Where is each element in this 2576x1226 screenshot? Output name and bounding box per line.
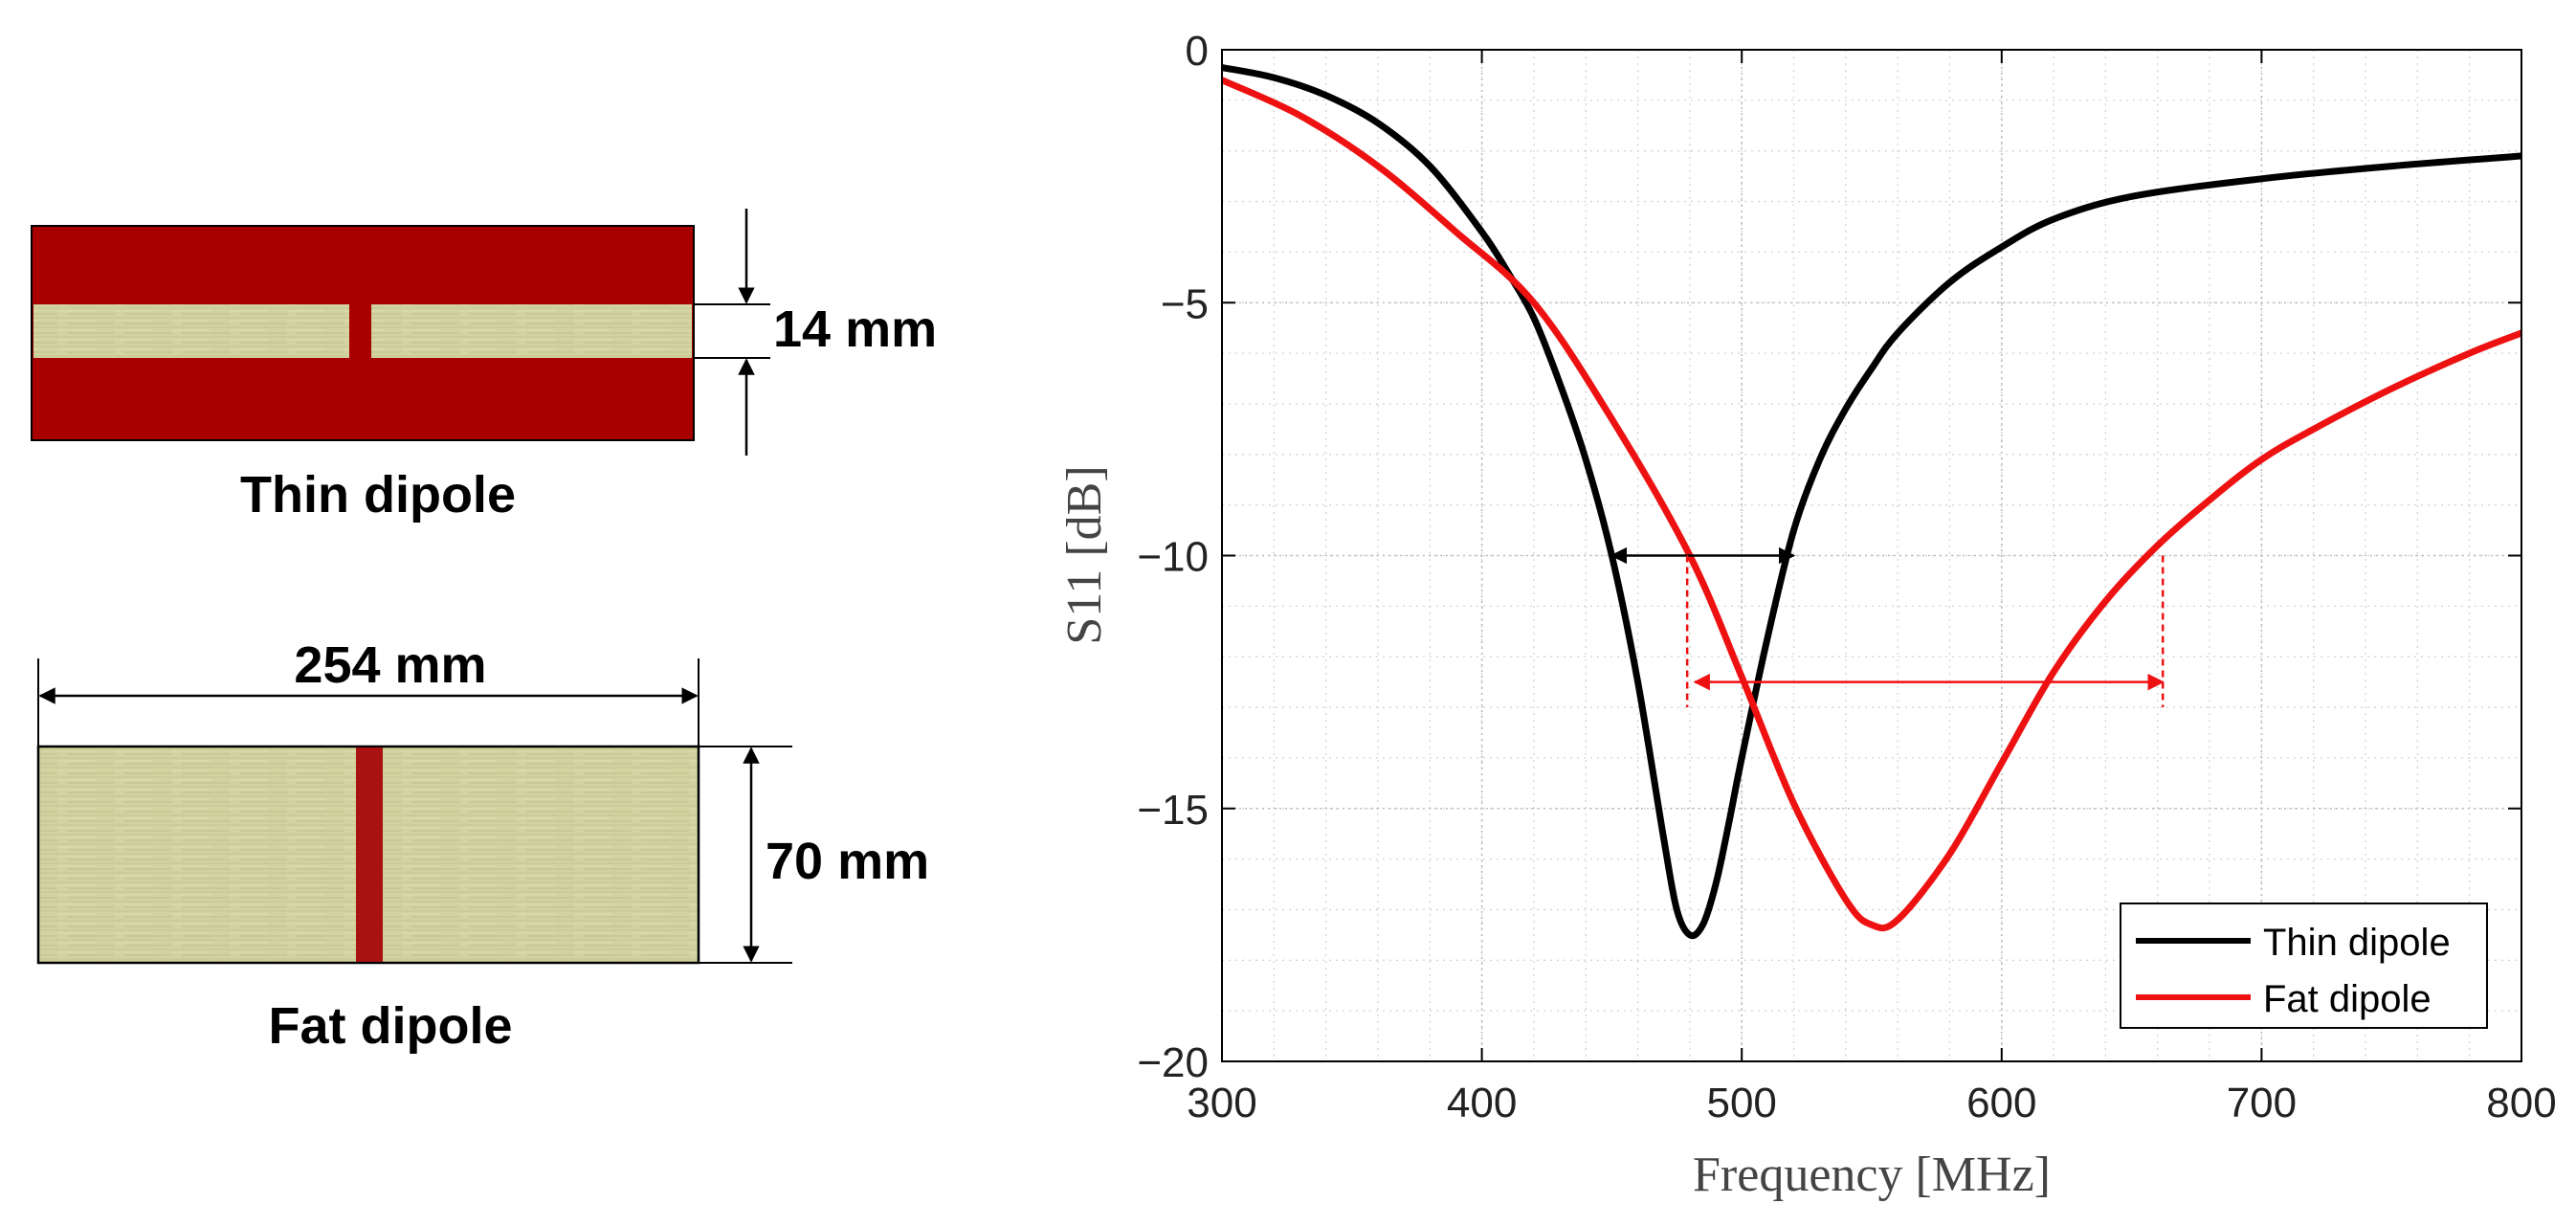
legend: Thin dipole Fat dipole	[2120, 903, 2488, 1029]
y-tick-label: 0	[1186, 28, 1209, 75]
x-axis-label: Frequency [MHz]	[1693, 1148, 2051, 1202]
fat-length-label: 254 mm	[294, 636, 486, 694]
y-tick-label: −5	[1161, 280, 1209, 327]
chart-annotations	[1610, 546, 2165, 708]
y-tick-label: −10	[1137, 534, 1209, 581]
thin-dipole-label: Thin dipole	[240, 466, 516, 524]
y-axis-label: S11 [dB]	[1057, 465, 1112, 644]
x-tick-label: 500	[1706, 1080, 1776, 1126]
thin-gap-label: 14 mm	[773, 301, 937, 358]
y-tick-label: −20	[1137, 1039, 1209, 1086]
fat-dipole-label: Fat dipole	[269, 997, 513, 1055]
thin-dipole-diagram: 14 mm Thin dipole	[31, 209, 937, 524]
x-tick-label: 800	[2486, 1080, 2556, 1126]
thin-dipole-arm-left	[33, 304, 349, 358]
x-tick-label: 600	[1966, 1080, 2036, 1126]
x-tick-label: 300	[1187, 1080, 1256, 1126]
chart-ticks: 300 400 500 600 700 800 0 −5 −10 −15 −20	[1137, 28, 2556, 1126]
legend-label-fat: Fat dipole	[2263, 978, 2432, 1020]
fat-dipole-feed	[356, 747, 383, 962]
y-tick-label: −15	[1137, 787, 1209, 834]
chart: 300 400 500 600 700 800 0 −5 −10 −15 −20 Frequency…	[1057, 28, 2557, 1202]
x-tick-label: 400	[1447, 1080, 1517, 1126]
x-tick-label: 700	[2227, 1080, 2297, 1126]
thin-dipole-arm-right	[371, 304, 692, 358]
thin-dipole-curve	[1222, 64, 2521, 940]
legend-box	[2120, 903, 2488, 1029]
legend-label-thin: Thin dipole	[2263, 922, 2451, 964]
chart-curves	[1222, 64, 2521, 940]
fat-width-label: 70 mm	[766, 833, 929, 890]
fat-dipole-diagram: 254 mm 70 mm Fat dipole	[36, 636, 929, 1055]
fat-dipole-curve	[1222, 77, 2521, 932]
